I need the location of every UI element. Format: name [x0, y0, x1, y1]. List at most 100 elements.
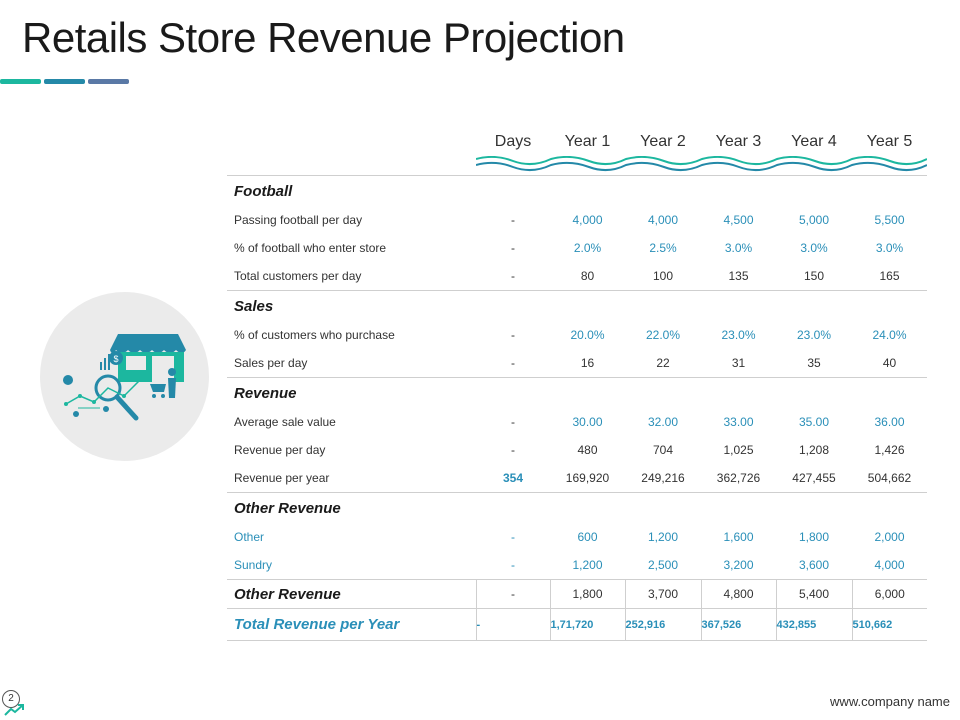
cell-year-5: 5,500: [874, 213, 905, 227]
row-label: Other Revenue: [227, 579, 476, 609]
section-football: Football: [227, 175, 927, 206]
cell-year-2: 32.00: [647, 415, 679, 429]
cell-year-4: 150: [803, 269, 825, 283]
cell-year-3: 4,800: [700, 579, 776, 609]
svg-text:$: $: [113, 354, 118, 364]
section-label: Sales: [227, 290, 476, 321]
cell-year-1: 480: [577, 443, 598, 457]
header-year-5: Year 5: [866, 133, 913, 150]
section-other-revenue: Other Revenue: [227, 492, 927, 523]
cell-year-5: 3.0%: [875, 241, 904, 255]
cell-days: -: [511, 213, 515, 227]
cell-days: -: [511, 415, 515, 429]
row-label: Total Revenue per Year: [227, 608, 476, 641]
cell-year-3: 362,726: [716, 471, 761, 485]
cell-year-4: 3,600: [798, 558, 830, 572]
cell-year-4: 3.0%: [800, 241, 828, 255]
cell-year-5: 510,662: [851, 608, 927, 641]
cell-year-1: 30.00: [572, 415, 603, 429]
cell-days: -: [511, 269, 515, 283]
cell-year-2: 2,500: [647, 558, 679, 572]
table-row: Sales per day - 16 22 31 35 40: [227, 349, 927, 378]
cell-year-5: 4,000: [874, 558, 905, 572]
row-label: Revenue per year: [234, 471, 330, 485]
cell-year-4: 5,000: [798, 213, 830, 227]
cell-year-1: 20.0%: [570, 328, 605, 342]
cell-year-5: 6,000: [851, 579, 927, 609]
cell-days: -: [511, 356, 515, 370]
header-wave-divider: [475, 155, 928, 171]
cell-year-4: 427,455: [792, 471, 836, 485]
header-year-1: Year 1: [564, 133, 611, 150]
table-row: Other - 600 1,200 1,600 1,800 2,000: [227, 523, 927, 551]
cell-year-1: 600: [577, 530, 598, 544]
retail-store-analytics-icon: $: [40, 292, 209, 461]
row-label: Other: [234, 530, 265, 544]
row-label: Total customers per day: [234, 269, 362, 283]
cell-year-4: 35.00: [798, 415, 830, 429]
cell-year-5: 2,000: [874, 530, 905, 544]
cell-year-3: 31: [731, 356, 746, 370]
accent-bar-slate: [88, 79, 129, 84]
cell-year-2: 22: [656, 356, 670, 370]
cell-year-2: 4,000: [647, 213, 679, 227]
other-revenue-total-row: Other Revenue - 1,800 3,700 4,800 5,400 …: [227, 579, 927, 609]
cell-year-5: 36.00: [874, 415, 905, 429]
cell-year-3: 3.0%: [724, 241, 753, 255]
cell-year-1: 4,000: [572, 213, 603, 227]
header-days: Days: [494, 133, 532, 150]
cell-year-2: 252,916: [624, 608, 701, 641]
cell-days: 354: [502, 471, 524, 485]
header-label-spacer: [227, 128, 476, 156]
cell-days: -: [511, 530, 515, 544]
row-label: % of football who enter store: [234, 241, 387, 255]
header-year-2: Year 2: [640, 133, 686, 150]
cell-year-1: 169,920: [565, 471, 610, 485]
header-row: Days Year 1 Year 2 Year 3 Year 4 Year 5: [227, 128, 927, 156]
cell-year-5: 40: [882, 356, 897, 370]
cell-year-4: 35: [807, 356, 821, 370]
cell-year-2: 2.5%: [649, 241, 677, 255]
section-sales: Sales: [227, 290, 927, 321]
cell-year-1: 1,71,720: [549, 608, 625, 641]
table-row: Revenue per day - 480 704 1,025 1,208 1,…: [227, 436, 927, 464]
cell-days: -: [475, 608, 550, 641]
cell-year-4: 23.0%: [796, 328, 832, 342]
total-revenue-row: Total Revenue per Year - 1,71,720 252,91…: [227, 608, 927, 641]
cell-year-5: 24.0%: [872, 328, 907, 342]
footer-website: www.company name: [830, 694, 950, 709]
title-accent-bars: [0, 79, 130, 84]
row-label: Passing football per day: [234, 213, 363, 227]
cell-year-3: 367,526: [700, 608, 776, 641]
cell-year-3: 33.00: [723, 415, 754, 429]
page-number: 2: [2, 690, 20, 708]
cell-days: -: [511, 558, 515, 572]
cell-year-2: 1,200: [647, 530, 679, 544]
cell-year-1: 1,800: [549, 579, 625, 609]
trend-arrow-icon: [4, 704, 24, 716]
cell-year-1: 1,200: [572, 558, 603, 572]
table-row: % of customers who purchase - 20.0% 22.0…: [227, 321, 927, 349]
store-illustration: $: [63, 334, 186, 421]
section-label: Football: [227, 175, 476, 206]
header-year-3: Year 3: [715, 133, 762, 150]
section-label: Revenue: [227, 377, 476, 408]
cell-days: -: [511, 241, 515, 255]
cell-year-2: 704: [652, 443, 674, 457]
cell-year-4: 1,208: [798, 443, 830, 457]
cell-year-1: 80: [580, 269, 595, 283]
row-label: Revenue per day: [234, 443, 326, 457]
cell-year-3: 3,200: [723, 558, 754, 572]
header-year-4: Year 4: [791, 133, 837, 150]
row-label: Sundry: [234, 558, 273, 572]
cell-year-2: 22.0%: [645, 328, 681, 342]
cell-year-4: 1,800: [798, 530, 830, 544]
cell-year-3: 4,500: [723, 213, 754, 227]
cell-year-3: 1,600: [723, 530, 754, 544]
table-row: Sundry - 1,200 2,500 3,200 3,600 4,000: [227, 551, 927, 580]
cell-year-2: 249,216: [641, 471, 685, 485]
cell-year-3: 135: [728, 269, 749, 283]
cell-days: -: [475, 579, 550, 609]
cell-year-1: 2.0%: [573, 241, 602, 255]
row-label: Sales per day: [234, 356, 308, 370]
